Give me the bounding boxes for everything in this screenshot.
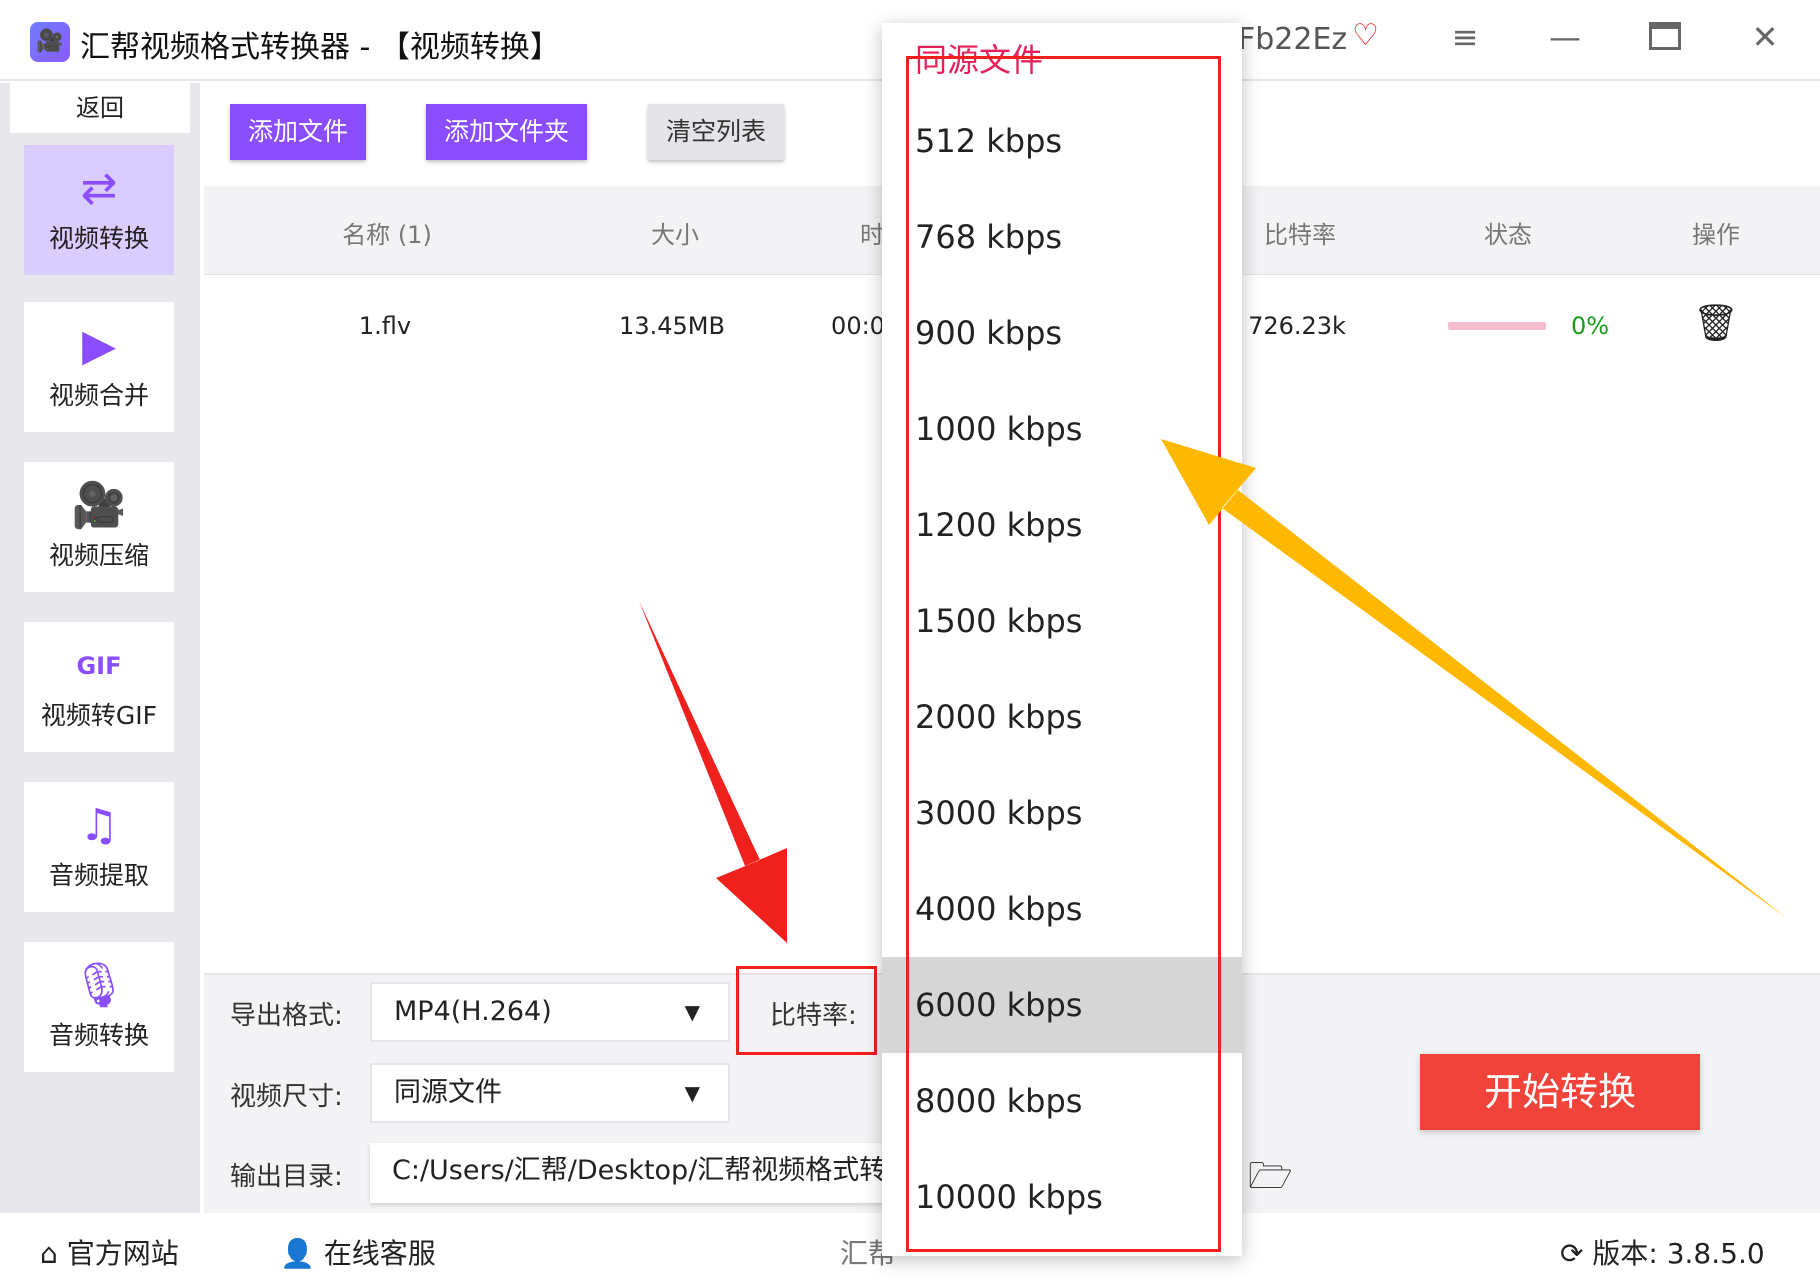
video-compress-icon: 🎥 [71, 480, 127, 531]
video-merge-icon: ▶ [82, 320, 116, 371]
bitrate-option[interactable]: 768 kbps [915, 218, 1063, 256]
chevron-down-icon: ▼ [684, 1000, 700, 1024]
maximize-button[interactable] [1640, 20, 1690, 58]
output-path-input[interactable]: C:/Users/汇帮/Desktop/汇帮视频格式转 [370, 1143, 890, 1203]
bitrate-option[interactable]: 6000 kbps [882, 957, 1242, 1053]
minimize-button[interactable]: — [1549, 18, 1581, 56]
title-bar: 🎥 汇帮视频格式转换器 - 【视频转换】 Fb22Ez ♡ ≡ — ✕ [0, 0, 1820, 81]
file-name: 1.flv [358, 312, 412, 340]
back-button[interactable]: 返回 [10, 83, 190, 133]
yellow-arrow [1161, 439, 1788, 919]
bitrate-option[interactable]: 4000 kbps [915, 890, 1083, 928]
user-name[interactable]: Fb22Ez [1238, 22, 1348, 57]
menu-icon[interactable]: ≡ [1451, 18, 1479, 56]
red-arrow [639, 601, 787, 943]
bitrate-option[interactable]: 同源文件 [915, 41, 1044, 79]
add-folder-button[interactable]: 添加文件夹 [426, 104, 587, 160]
sidebar-item-video-convert[interactable]: ⇄ 视频转换 [24, 145, 174, 275]
bitrate-option[interactable]: 1500 kbps [915, 602, 1083, 640]
file-bitrate: 726.23k [1248, 312, 1346, 340]
bitrate-option[interactable]: 900 kbps [915, 314, 1063, 352]
annotation-box [736, 966, 877, 1055]
bitrate-option[interactable]: 3000 kbps [915, 794, 1083, 832]
column-size: 大小 [651, 221, 699, 249]
chevron-down-icon: ▼ [684, 1081, 700, 1105]
video-convert-icon: ⇄ [80, 163, 118, 214]
bitrate-option[interactable]: 10000 kbps [915, 1178, 1103, 1216]
support-label: 在线客服 [323, 1237, 436, 1270]
bitrate-option[interactable]: 1200 kbps [915, 506, 1083, 544]
add-file-button[interactable]: 添加文件 [230, 104, 366, 160]
folder-open-icon[interactable]: 🗁 [1248, 1156, 1293, 1197]
sidebar-item-video-gif[interactable]: GIF 视频转GIF [24, 622, 174, 752]
bitrate-dropdown-list[interactable]: 同源文件 512 kbps 768 kbps 900 kbps 1000 kbps 120… [882, 23, 1242, 1256]
size-label: 视频尺寸: [230, 1082, 343, 1112]
trash-icon[interactable]: 🗑 [1693, 303, 1739, 344]
sidebar: 返回 ⇄ 视频转换 ▶ 视频合并 🎥 视频压缩 GIF 视频转GIF ♫ 音频提取 🎙 音频… [0, 83, 200, 1213]
support-link[interactable]: 👤 在线客服 [280, 1232, 436, 1272]
format-value: MP4(H.264) [394, 996, 552, 1027]
website-label: 官方网站 [66, 1237, 179, 1270]
sidebar-item-video-compress[interactable]: 🎥 视频压缩 [24, 462, 174, 592]
column-name[interactable]: 名称 (1) [342, 221, 432, 249]
version-label: 版本: 3.8.5.0 [1592, 1237, 1765, 1270]
sidebar-item-audio-convert[interactable]: 🎙 音频转换 [24, 942, 174, 1072]
format-label: 导出格式: [230, 1001, 343, 1031]
home-icon: ⌂ [40, 1237, 58, 1270]
vip-diamond-icon[interactable]: ♡ [1352, 18, 1379, 53]
clear-list-button[interactable]: 清空列表 [648, 104, 784, 160]
sidebar-item-audio-extract[interactable]: ♫ 音频提取 [24, 782, 174, 912]
website-link[interactable]: ⌂ 官方网站 [40, 1232, 179, 1272]
app-logo-icon: 🎥 [30, 22, 70, 62]
start-convert-button[interactable]: 开始转换 [1420, 1054, 1700, 1130]
column-action: 操作 [1692, 221, 1740, 249]
gif-icon: GIF [76, 652, 122, 680]
music-note-icon: ♫ [79, 800, 119, 851]
bitrate-label: 比特率: [770, 1001, 857, 1031]
version-info[interactable]: ⟳ 版本: 3.8.5.0 [1560, 1232, 1765, 1272]
progress-bar [1448, 322, 1546, 330]
file-duration: 00:0 [831, 312, 885, 340]
file-size: 13.45MB [619, 312, 725, 340]
window-title: 汇帮视频格式转换器 - 【视频转换】 [80, 30, 560, 65]
size-select[interactable]: 同源文件 ▼ [370, 1063, 730, 1123]
column-bitrate: 比特率 [1264, 221, 1336, 249]
output-label: 输出目录: [230, 1162, 343, 1192]
bitrate-option[interactable]: 512 kbps [915, 122, 1063, 160]
column-duration: 时 [860, 221, 884, 249]
user-icon: 👤 [280, 1237, 315, 1270]
progress-text: 0% [1570, 312, 1610, 340]
bitrate-option[interactable]: 1000 kbps [915, 410, 1083, 448]
column-status: 状态 [1484, 221, 1532, 249]
bitrate-option[interactable]: 2000 kbps [915, 698, 1083, 736]
sidebar-item-video-merge[interactable]: ▶ 视频合并 [24, 302, 174, 432]
size-value: 同源文件 [394, 1077, 502, 1108]
refresh-icon: ⟳ [1560, 1237, 1584, 1270]
bitrate-option[interactable]: 8000 kbps [915, 1082, 1083, 1120]
microphone-icon: 🎙 [71, 960, 127, 1011]
close-button[interactable]: ✕ [1751, 18, 1779, 56]
format-select[interactable]: MP4(H.264) ▼ [370, 982, 730, 1042]
